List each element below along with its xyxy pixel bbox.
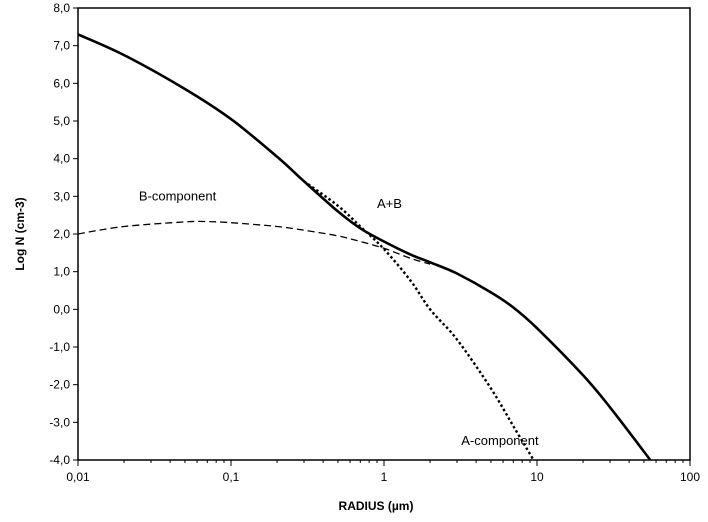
series-line-a-component: [303, 180, 535, 460]
y-axis-label: Log N (cm-3): [13, 197, 27, 270]
y-tick-label: 6,0: [53, 76, 70, 90]
series-line-b-component: [78, 220, 431, 265]
annotation-label: A+B: [377, 196, 402, 211]
y-tick-label: 1,0: [53, 265, 70, 279]
y-tick-label: 7,0: [53, 39, 70, 53]
annotation-label: B-component: [139, 188, 217, 203]
y-tick-label: -1,0: [49, 340, 70, 354]
x-tick-label: 10: [530, 470, 544, 484]
y-tick-label: 0,0: [53, 302, 70, 316]
x-tick-label: 1: [381, 470, 388, 484]
y-tick-label: -2,0: [49, 378, 70, 392]
y-tick-label: -4,0: [49, 453, 70, 467]
y-tick-label: 4,0: [53, 152, 70, 166]
x-tick-label: 100: [680, 470, 700, 484]
y-tick-label: 3,0: [53, 189, 70, 203]
annotation-label: A-component: [461, 433, 539, 448]
x-axis-label: RADIUS (µm): [339, 499, 414, 513]
y-tick-label: 8,0: [53, 1, 70, 15]
series-line-a-b: [78, 33, 652, 460]
y-tick-label: -3,0: [49, 415, 70, 429]
x-tick-label: 0,01: [66, 470, 90, 484]
y-tick-label: 2,0: [53, 227, 70, 241]
x-tick-label: 0,1: [223, 470, 240, 484]
y-tick-label: 5,0: [53, 114, 70, 128]
